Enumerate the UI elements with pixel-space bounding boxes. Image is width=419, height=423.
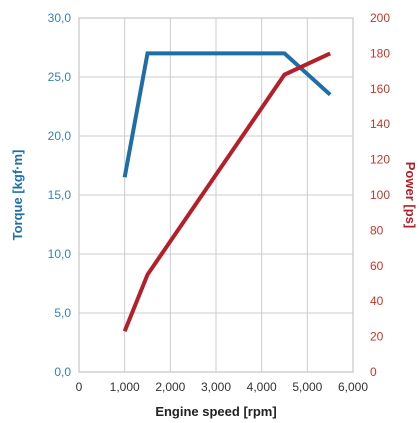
y-left-axis-ticks: 0,0 5,0 10,0 15,0 20,0 25,0 30,0 <box>48 11 72 379</box>
y-right-tick-label: 40 <box>370 294 384 308</box>
y-left-tick-label: 20,0 <box>48 129 72 143</box>
y-right-tick-label: 200 <box>370 11 390 25</box>
power-series-line <box>122 51 332 333</box>
x-tick-label: 2,000 <box>155 380 185 394</box>
y-right-tick-label: 180 <box>370 46 390 60</box>
y-right-tick-label: 120 <box>370 153 390 167</box>
y-right-tick-label: 60 <box>370 259 384 273</box>
x-tick-label: 4,000 <box>247 380 277 394</box>
y-right-tick-label: 80 <box>370 223 384 237</box>
x-tick-label: 1,000 <box>110 380 140 394</box>
y-left-tick-label: 0,0 <box>54 365 71 379</box>
y-right-axis-ticks: 0 20 40 60 80 100 120 140 160 180 200 <box>370 11 390 379</box>
y-left-axis-label: Torque [kgf·m] <box>10 150 25 241</box>
x-tick-label: 3,000 <box>201 380 231 394</box>
x-axis-label: Engine speed [rpm] <box>155 404 276 419</box>
y-left-tick-label: 15,0 <box>48 188 72 202</box>
x-tick-label: 0 <box>76 380 83 394</box>
y-right-tick-label: 140 <box>370 117 390 131</box>
y-right-axis-label: Power [ps] <box>403 162 418 228</box>
x-tick-label: 6,000 <box>338 380 368 394</box>
y-right-tick-label: 0 <box>370 365 377 379</box>
y-left-tick-label: 5,0 <box>54 306 71 320</box>
x-tick-label: 5,000 <box>292 380 322 394</box>
x-axis-ticks: 0 1,000 2,000 3,000 4,000 5,000 6,000 <box>76 380 369 394</box>
y-left-tick-label: 10,0 <box>48 247 72 261</box>
series-group <box>122 51 332 333</box>
y-left-tick-label: 30,0 <box>48 11 72 25</box>
y-right-tick-label: 100 <box>370 188 390 202</box>
grid <box>79 18 353 372</box>
y-right-tick-label: 160 <box>370 82 390 96</box>
torque-series-line <box>122 51 332 178</box>
y-right-tick-label: 20 <box>370 330 384 344</box>
y-left-tick-label: 25,0 <box>48 70 72 84</box>
